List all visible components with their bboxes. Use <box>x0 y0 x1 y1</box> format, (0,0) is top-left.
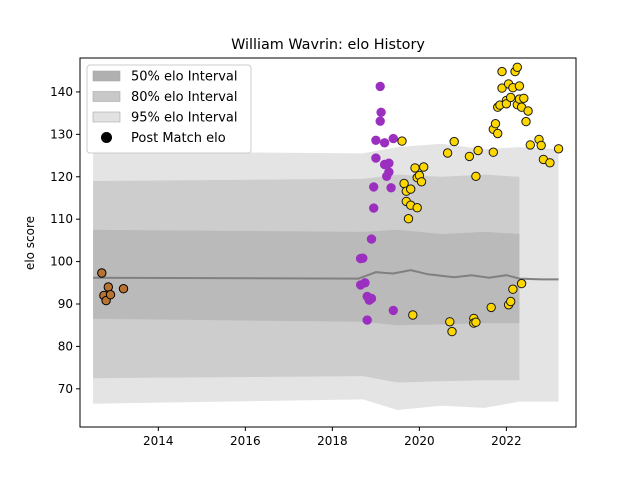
elo-point <box>416 177 427 187</box>
elo-point <box>486 302 496 313</box>
elo-point <box>105 290 116 300</box>
y-tick-label: 100 <box>50 255 73 269</box>
x-tick-label: 2020 <box>404 434 435 448</box>
elo-point <box>406 184 416 194</box>
legend-marker <box>101 132 112 143</box>
elo-point <box>360 278 370 288</box>
elo-point <box>375 81 385 92</box>
elo-point <box>501 99 512 109</box>
legend-swatch <box>92 91 121 102</box>
elo-point <box>512 62 522 73</box>
elo-point <box>369 182 379 192</box>
elo-point <box>497 66 507 77</box>
x-tick-label: 2014 <box>143 434 174 448</box>
elo-point <box>371 153 381 163</box>
elo-point <box>553 144 564 154</box>
legend-label: 95% elo Interval <box>131 111 238 126</box>
elo-point <box>471 317 481 327</box>
elo-point <box>379 138 390 148</box>
y-tick-label: 120 <box>50 170 73 184</box>
legend-label: Post Match elo <box>131 131 226 146</box>
elo-point <box>371 135 381 146</box>
elo-point <box>375 116 385 126</box>
elo-point <box>536 140 546 151</box>
y-tick-label: 90 <box>58 297 73 311</box>
elo-point <box>386 183 396 193</box>
y-tick-label: 140 <box>50 85 73 99</box>
elo-point <box>506 92 516 103</box>
x-tick-label: 2016 <box>230 434 261 448</box>
elo-point <box>412 203 422 213</box>
elo-point <box>369 203 379 213</box>
y-tick-label: 80 <box>58 339 73 353</box>
legend-label: 50% elo Interval <box>131 70 238 85</box>
elo-point <box>388 133 398 144</box>
elo-point <box>366 293 377 304</box>
chart-title: William Wavrin: elo History <box>231 37 425 53</box>
legend: 50% elo Interval 80% elo Interval 95% elo … <box>86 64 252 154</box>
mean-line-group <box>93 269 559 281</box>
elo-point <box>508 284 518 294</box>
elo-point <box>519 93 529 104</box>
elo-point <box>445 317 455 327</box>
y-tick-label: 70 <box>58 382 73 396</box>
elo-point <box>388 305 398 316</box>
plot-frame <box>79 57 577 428</box>
elo-point <box>408 310 418 320</box>
elo-point <box>490 119 501 129</box>
elo-point <box>464 151 475 162</box>
mean-elo-line <box>93 269 559 281</box>
elo-point <box>514 81 525 91</box>
elo-point <box>103 282 114 292</box>
elo-point <box>521 116 531 127</box>
elo-point <box>410 163 420 173</box>
y-tick-label: 130 <box>50 127 73 141</box>
elo-point <box>493 128 503 139</box>
legend-frame <box>86 64 252 154</box>
elo-point <box>488 147 498 157</box>
elo-point <box>366 234 377 244</box>
y-tick-label: 110 <box>50 212 73 226</box>
elo-point <box>358 253 368 263</box>
elo-point <box>384 167 394 177</box>
elo-point <box>516 278 527 289</box>
elo-point <box>442 148 453 158</box>
elo-point <box>447 326 457 337</box>
x-axis: 2014 2016 2018 2020 2022 <box>143 427 522 448</box>
legend-label: 80% elo Interval <box>131 90 238 105</box>
elo-point <box>403 214 414 224</box>
elo-point <box>497 83 507 93</box>
elo-point <box>362 315 372 325</box>
legend-swatch <box>92 70 121 82</box>
elo-point <box>506 296 516 307</box>
y-axis-label: elo score <box>23 216 37 270</box>
x-tick-label: 2022 <box>491 434 522 448</box>
legend-swatch <box>92 111 121 123</box>
post-match-points <box>97 62 564 337</box>
elo-point <box>471 171 481 182</box>
elo-point <box>118 284 129 294</box>
elo-point <box>449 136 459 147</box>
elo-point <box>397 136 407 146</box>
x-tick-label: 2018 <box>317 434 348 448</box>
y-axis: 70 80 90 100 110 120 130 140 <box>50 85 80 396</box>
elo-point <box>376 107 386 118</box>
elo-point <box>473 145 483 156</box>
elo-point <box>97 268 107 278</box>
elo-point <box>384 158 394 168</box>
elo-point <box>419 162 429 172</box>
elo-point <box>525 140 535 150</box>
elo-point <box>545 158 555 168</box>
elo-point <box>523 106 533 116</box>
